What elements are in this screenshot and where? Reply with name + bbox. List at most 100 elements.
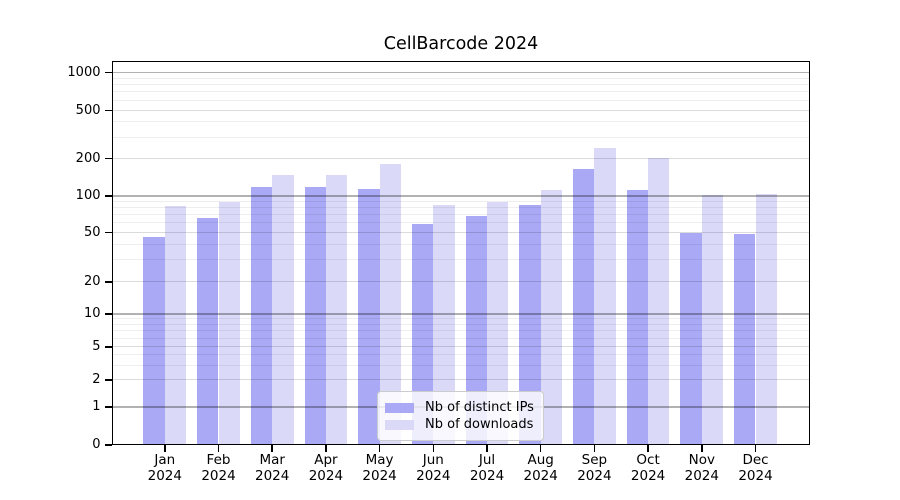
x-tick-month-jan: Jan [154, 452, 176, 468]
x-tick-year-may: 2024 [362, 467, 397, 484]
x-tick-month-jul: Jul [478, 452, 496, 468]
bar-nb-of-distinct-ips-oct [626, 189, 649, 445]
x-tick-year-dec: 2024 [738, 467, 773, 484]
x-tick-label-dec: Dec 2024 [726, 452, 786, 484]
x-tick-mark-sep [593, 445, 596, 452]
bar-nb-of-distinct-ips-feb [197, 217, 219, 445]
x-tick-label-apr: Apr 2024 [296, 452, 356, 484]
x-tick-year-apr: 2024 [308, 467, 344, 484]
gridline-50 [112, 231, 810, 233]
y-tick-label-500: 500 [75, 102, 101, 118]
x-tick-label-may: May 2024 [350, 452, 410, 484]
x-tick-month-mar: Mar [259, 452, 285, 468]
gridline-200 [112, 157, 810, 159]
bar-nb-of-downloads-jul [487, 201, 509, 445]
gridline-500 [112, 109, 810, 111]
x-tick-month-apr: Apr [314, 452, 338, 468]
gridline-9 [112, 318, 810, 320]
y-tick-mark-0 [104, 444, 112, 446]
x-tick-month-oct: Oct [636, 452, 660, 468]
bar-nb-of-distinct-ips-apr [304, 187, 326, 445]
gridline-900 [112, 77, 810, 79]
gridline-8 [112, 323, 810, 325]
gridline-10 [112, 313, 810, 315]
x-tick-mark-jun [432, 445, 435, 452]
x-tick-year-sep: 2024 [577, 467, 612, 484]
gridline-2 [112, 379, 810, 381]
x-tick-month-may: May [365, 452, 394, 468]
gridline-60 [112, 222, 810, 224]
y-tick-label-2: 2 [92, 372, 101, 387]
gridline-600 [112, 99, 810, 101]
bar-nb-of-distinct-ips-nov [680, 232, 702, 445]
y-tick-mark-1000 [104, 71, 112, 74]
y-tick-mark-500 [104, 109, 112, 112]
y-tick-mark-100 [104, 195, 112, 197]
x-tick-mark-feb [217, 445, 220, 452]
legend: Nb of distinct IPs Nb of downloads [377, 391, 544, 441]
x-tick-label-jul: Jul 2024 [457, 452, 517, 484]
legend-swatch-nb-of-distinct-ips [385, 402, 414, 413]
x-tick-month-feb: Feb [206, 452, 231, 468]
gridline-5 [112, 346, 810, 348]
gridline-80 [112, 207, 810, 209]
x-tick-label-aug: Aug 2024 [511, 452, 571, 484]
bar-nb-of-downloads-apr [325, 174, 348, 445]
gridline-4 [112, 354, 810, 356]
gridline-30 [112, 259, 810, 261]
chart-title: CellBarcode 2024 [383, 34, 539, 54]
y-tick-label-0: 0 [92, 437, 101, 452]
gridline-70 [112, 214, 810, 216]
bar-nb-of-downloads-nov [701, 195, 724, 445]
bar-nb-of-downloads-dec [755, 194, 777, 445]
x-tick-year-feb: 2024 [201, 467, 236, 484]
gridline-400 [112, 121, 810, 123]
plot-area [112, 61, 810, 445]
bar-nb-of-downloads-sep [594, 148, 616, 445]
y-tick-label-1000: 1000 [67, 64, 101, 80]
legend-swatch-nb-of-downloads [385, 419, 414, 430]
y-tick-mark-50 [104, 231, 112, 234]
bar-nb-of-distinct-ips-mar [250, 187, 273, 445]
bar-nb-of-distinct-ips-sep [573, 169, 595, 445]
bar-nb-of-distinct-ips-jan [143, 237, 165, 445]
y-tick-label-1: 1 [92, 399, 101, 414]
legend-label-nb-of-downloads: Nb of downloads [425, 417, 534, 432]
bar-nb-of-distinct-ips-jun [411, 223, 434, 445]
y-tick-label-200: 200 [75, 150, 101, 166]
bar-nb-of-downloads-mar [272, 175, 294, 445]
bar-nb-of-downloads-oct [648, 158, 670, 445]
x-tick-month-sep: Sep [581, 452, 608, 468]
x-tick-label-jan: Jan 2024 [135, 452, 195, 484]
x-tick-mark-aug [539, 445, 542, 452]
y-tick-mark-10 [104, 313, 112, 315]
y-tick-label-10: 10 [83, 306, 101, 321]
bar-nb-of-downloads-may [379, 163, 401, 445]
y-tick-label-20: 20 [83, 274, 101, 289]
x-tick-label-jun: Jun 2024 [403, 452, 463, 484]
x-tick-label-mar: Mar 2024 [242, 452, 302, 484]
bar-nb-of-distinct-ips-may [358, 189, 380, 445]
bar-nb-of-downloads-jan [164, 205, 187, 445]
gridline-20 [112, 281, 810, 283]
gridline-3 [112, 364, 810, 366]
gridline-6 [112, 337, 810, 339]
legend-item-nb-of-distinct-ips: Nb of distinct IPs [385, 400, 535, 415]
gridline-40 [112, 243, 810, 245]
y-tick-label-5: 5 [92, 339, 101, 354]
bar-nb-of-downloads-aug [540, 189, 563, 445]
x-tick-label-feb: Feb 2024 [189, 452, 249, 484]
gridline-100 [112, 195, 810, 197]
bar-nb-of-downloads-jun [433, 205, 455, 445]
x-tick-mark-nov [701, 445, 703, 452]
x-tick-mark-jan [164, 445, 166, 452]
bar-nb-of-distinct-ips-aug [519, 204, 541, 445]
bar-nb-of-distinct-ips-jul [465, 216, 487, 445]
gridline-7 [112, 330, 810, 332]
legend-item-nb-of-downloads: Nb of downloads [385, 417, 535, 432]
x-tick-mark-dec [754, 445, 757, 452]
y-tick-mark-200 [104, 157, 112, 160]
x-tick-label-nov: Nov 2024 [672, 452, 732, 484]
x-tick-year-mar: 2024 [255, 467, 290, 484]
gridline-300 [112, 136, 810, 138]
